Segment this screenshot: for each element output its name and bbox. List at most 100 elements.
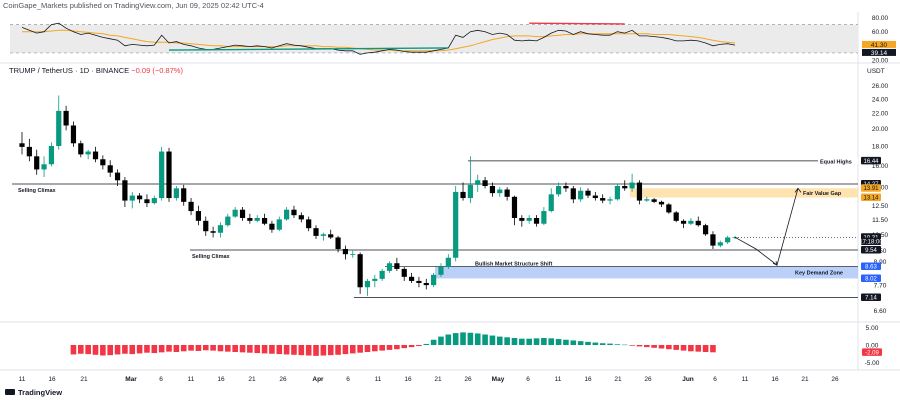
momentum-bar [247,345,253,353]
candle-body [129,195,135,201]
candle-body [188,201,194,212]
time-axis-label: 21 [801,376,809,383]
candle-body [431,274,437,286]
momentum-bar [489,335,496,345]
momentum-bar [496,336,503,345]
candle-body [453,191,459,258]
candle-body [394,263,400,269]
rsi-tick-label: 20.00 [872,58,889,65]
momentum-bar [291,345,297,355]
time-axis-label: 21 [614,376,622,383]
key-demand-zone-label: Key Demand Zone [795,270,843,276]
time-axis-label: 6 [526,376,530,383]
candle-body [673,212,679,221]
candle-body [710,234,716,246]
candle-body [107,165,113,173]
momentum-bar [129,345,136,355]
candle-body [85,151,91,155]
candle-body [298,215,304,220]
momentum-bar [599,343,606,345]
projection-path [734,188,799,266]
momentum-bar [327,345,334,356]
candle-body [614,186,620,200]
candle-body [159,151,165,199]
candle-body [372,278,378,281]
momentum-bar [592,342,599,345]
candle-body [122,180,128,201]
momentum-bar [430,339,437,345]
momentum-bar [195,345,202,351]
time-axis-label: 11 [188,376,195,383]
price-tick-label: 8.90 [874,259,887,266]
price-tag-bg [861,262,881,270]
time-axis-label: Jun [682,376,694,383]
candle-body [379,270,385,279]
candle-body [688,220,694,224]
price-change: −0.09 (−0.87%) [131,66,183,75]
brand-label: TradingView [18,388,63,397]
momentum-bar [313,345,319,356]
momentum-bar [482,334,488,345]
price-tag-bg [861,246,881,254]
momentum-bar [92,345,99,355]
candle-body [166,151,172,199]
candle-body [144,199,150,204]
candle-body [232,209,238,217]
candle-body [533,217,540,224]
fair-value-gap-label: Fair Value Gap [803,191,842,197]
time-axis-label: 16 [584,376,592,383]
momentum-bar [364,345,371,352]
candle-body [291,209,297,216]
momentum-bar [305,345,312,356]
momentum-bar [394,345,400,350]
candle-body [56,110,62,146]
momentum-bar [225,345,231,352]
momentum-bar [548,338,555,345]
time-axis-label: 16 [404,376,412,383]
candle-body [482,180,488,187]
candle-body [511,196,518,218]
price-tag-bg [861,274,881,282]
momentum-value: -2.09 [865,350,879,356]
momentum-bar [666,345,672,350]
momentum-bar [78,345,84,354]
momentum-bar [621,344,628,346]
momentum-bar [136,345,143,354]
momentum-bar [122,345,128,354]
candle-body [489,186,496,194]
candle-body [26,146,32,157]
candle-body [276,219,282,230]
candle-body [658,201,665,205]
candle-body [342,248,349,255]
level-label: Equal Highs [820,159,852,165]
momentum-tick-label: -5.00 [865,360,880,367]
candle-body [261,217,268,224]
key-demand-zone [435,266,858,279]
time-axis-label: May [492,376,505,383]
candle-body [306,219,312,229]
momentum-bar [349,345,356,354]
momentum-value-tag [862,348,882,356]
momentum-bar [445,334,452,345]
candle-body [350,254,356,255]
time-axis-label: 26 [831,376,839,383]
rsi-ma-tag [862,40,896,48]
level-label: Selling Climax [18,188,57,194]
time-axis-label: 21 [434,376,442,383]
momentum-bar [673,345,679,350]
price-tick-label: 24.00 [872,96,889,103]
price-tag-bg [861,156,881,165]
candle-body [460,191,466,199]
rsi-value-tag [862,48,896,56]
time-axis-label: 11 [742,376,749,383]
price-tick-label: 7.70 [874,283,887,290]
momentum-bar [114,345,121,355]
candle-body [578,190,584,200]
candle-body [541,211,547,224]
candle-body [239,209,246,218]
momentum-bar [232,345,238,352]
momentum-bar [423,343,430,345]
candle-body [254,217,260,221]
price-tag-label: 9.54 [865,248,877,254]
